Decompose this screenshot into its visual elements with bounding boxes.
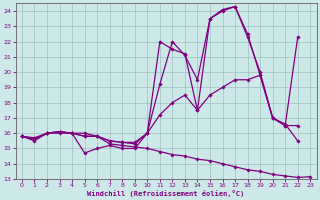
X-axis label: Windchill (Refroidissement éolien,°C): Windchill (Refroidissement éolien,°C): [87, 190, 245, 197]
